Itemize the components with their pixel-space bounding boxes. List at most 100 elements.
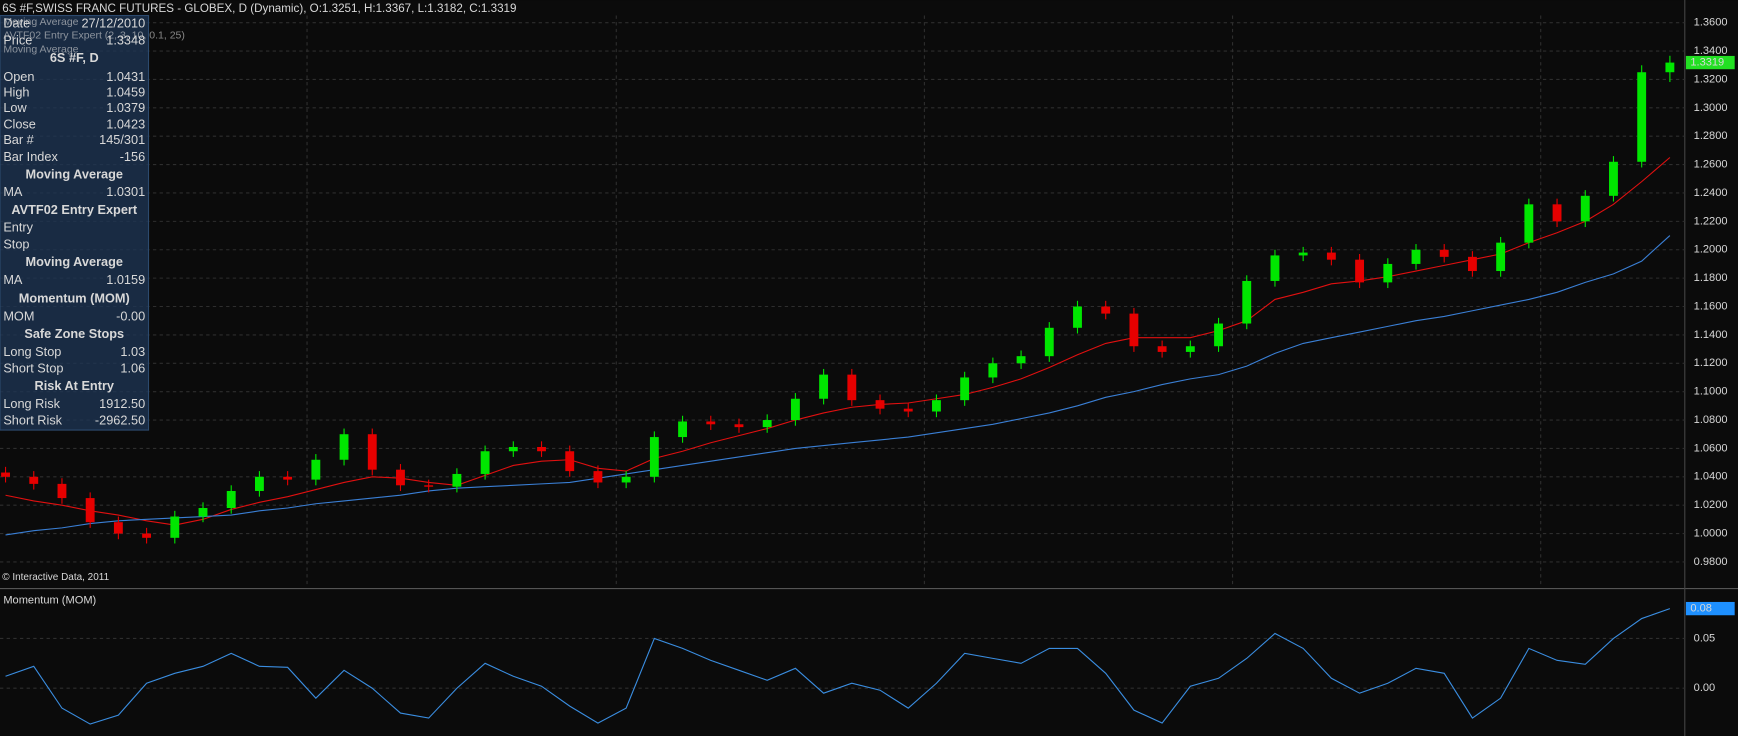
panel-label: MA	[3, 184, 23, 199]
panel-value: -156	[120, 149, 146, 164]
candle-body	[762, 420, 772, 428]
y-tick-label: 1.1400	[1694, 329, 1728, 341]
candle-body	[1101, 306, 1111, 314]
panel-value: -2962.50	[95, 413, 145, 428]
plot-area: 0.9800 1.0000 1.0200 1.0400 1.0600 1.0800 1.10…	[0, 15, 1735, 725]
panel-value: 1.0159	[106, 272, 145, 287]
y-tick-label: 1.3000	[1694, 102, 1728, 114]
candle-body	[988, 363, 998, 378]
panel-heading: Safe Zone Stops	[24, 326, 124, 341]
candle-body	[1185, 346, 1195, 352]
panel-label: Bar Index	[3, 149, 58, 164]
candle-body	[1637, 72, 1647, 162]
candle-body	[1270, 255, 1280, 281]
info-panel: Date 27/12/2010 Price 1.3348 6S #F, D Open 1.0…	[0, 14, 150, 431]
candle-body	[1298, 252, 1308, 256]
copyright: © Interactive Data, 2011	[2, 572, 109, 583]
candle-body	[706, 421, 716, 425]
candle-body	[85, 498, 95, 523]
candle-body	[1157, 346, 1167, 352]
panel-label: Low	[3, 100, 27, 115]
panel-value: 1.06	[120, 360, 145, 375]
candle-body	[593, 471, 603, 483]
panel-label: MOM	[3, 308, 34, 323]
panel-label: Long Risk	[3, 396, 60, 411]
candle-body	[1242, 280, 1252, 324]
panel-value: -0.00	[116, 308, 145, 323]
y-tick-label: 1.2200	[1694, 215, 1728, 227]
candle-body	[339, 434, 349, 460]
panel-label: Entry	[3, 220, 33, 235]
last-value-box	[1685, 55, 1735, 70]
candle-body	[1580, 195, 1590, 222]
candle-body	[1073, 306, 1082, 328]
panel-value: 1912.50	[99, 396, 145, 411]
candle-body	[537, 446, 546, 452]
panel-label: Open	[3, 69, 34, 84]
y-tick-label: 1.1200	[1694, 357, 1728, 369]
candle-body	[790, 398, 800, 421]
candle-body	[142, 533, 152, 538]
panel-heading: AVTF02 Entry Expert	[11, 202, 137, 217]
last-value-label: 1.3319	[1690, 57, 1724, 69]
indicator-line	[5, 157, 1671, 526]
y-tick-label: 0.00	[1694, 682, 1716, 694]
panel-label: Long Stop	[3, 344, 61, 359]
y-tick-label: 1.2600	[1694, 159, 1728, 171]
candle-body	[254, 476, 264, 491]
legend-annotation: AVTF02 Entry Expert (2, 3, 10, 0.1, 25)	[3, 29, 185, 41]
y-tick-label: 1.3600	[1694, 17, 1728, 29]
candle-body	[903, 408, 913, 412]
candle-body	[621, 476, 631, 483]
panel-value: 1.0301	[106, 184, 145, 199]
y-tick-label: 1.0800	[1694, 414, 1728, 426]
candle-body	[1439, 249, 1449, 257]
panel-label: Stop	[3, 236, 29, 251]
candle-body	[226, 490, 236, 509]
y-tick-label: 1.0600	[1694, 442, 1728, 454]
y-tick-label: 1.3200	[1694, 73, 1728, 85]
candle-body	[1044, 327, 1054, 357]
y-tick-label: 1.1000	[1694, 386, 1728, 398]
candle-body	[311, 459, 321, 480]
candle-body	[1467, 256, 1477, 272]
panel-value: 1.03	[120, 344, 145, 359]
legend-entry: Moving Average	[3, 16, 78, 28]
candle-body	[480, 451, 490, 474]
candle-body	[113, 522, 123, 534]
candle-body	[875, 400, 885, 409]
y-tick-label: 0.9800	[1694, 556, 1728, 568]
pane-title: Momentum (MOM)	[3, 595, 96, 607]
panel-label: Bar #	[3, 132, 34, 147]
candle-body	[847, 374, 857, 401]
panel-value: 1.0423	[106, 117, 145, 132]
candle-body	[396, 469, 405, 486]
panel-background	[0, 14, 150, 431]
candle-body	[1665, 62, 1675, 73]
panel-heading: 6S #F, D	[50, 50, 99, 65]
panel-heading: Momentum (MOM)	[19, 291, 130, 306]
last-value-box	[1685, 601, 1735, 616]
candle-body	[508, 446, 518, 452]
candle-body	[819, 374, 829, 399]
panel-label: Date	[3, 16, 30, 31]
y-tick-label: 1.1800	[1694, 272, 1728, 284]
panel-value: 1.3348	[106, 32, 145, 47]
candle-body	[1, 472, 10, 477]
candle-body	[1214, 323, 1223, 347]
y-tick-label: 1.2000	[1694, 244, 1728, 256]
candle-body	[649, 437, 659, 477]
panel-value: 1.0459	[106, 84, 145, 99]
candle-body	[1552, 204, 1562, 222]
candle-body	[565, 451, 575, 472]
panel-value: 145/301	[99, 132, 145, 147]
y-tick-label: 1.2800	[1694, 130, 1728, 142]
candle-body	[367, 434, 377, 470]
panel-value: 1.0431	[106, 69, 145, 84]
candle-body	[734, 424, 744, 428]
candle-body	[57, 483, 67, 499]
candle-body	[283, 476, 293, 480]
candle-body	[932, 400, 941, 412]
y-tick-label: 1.0000	[1694, 527, 1728, 539]
